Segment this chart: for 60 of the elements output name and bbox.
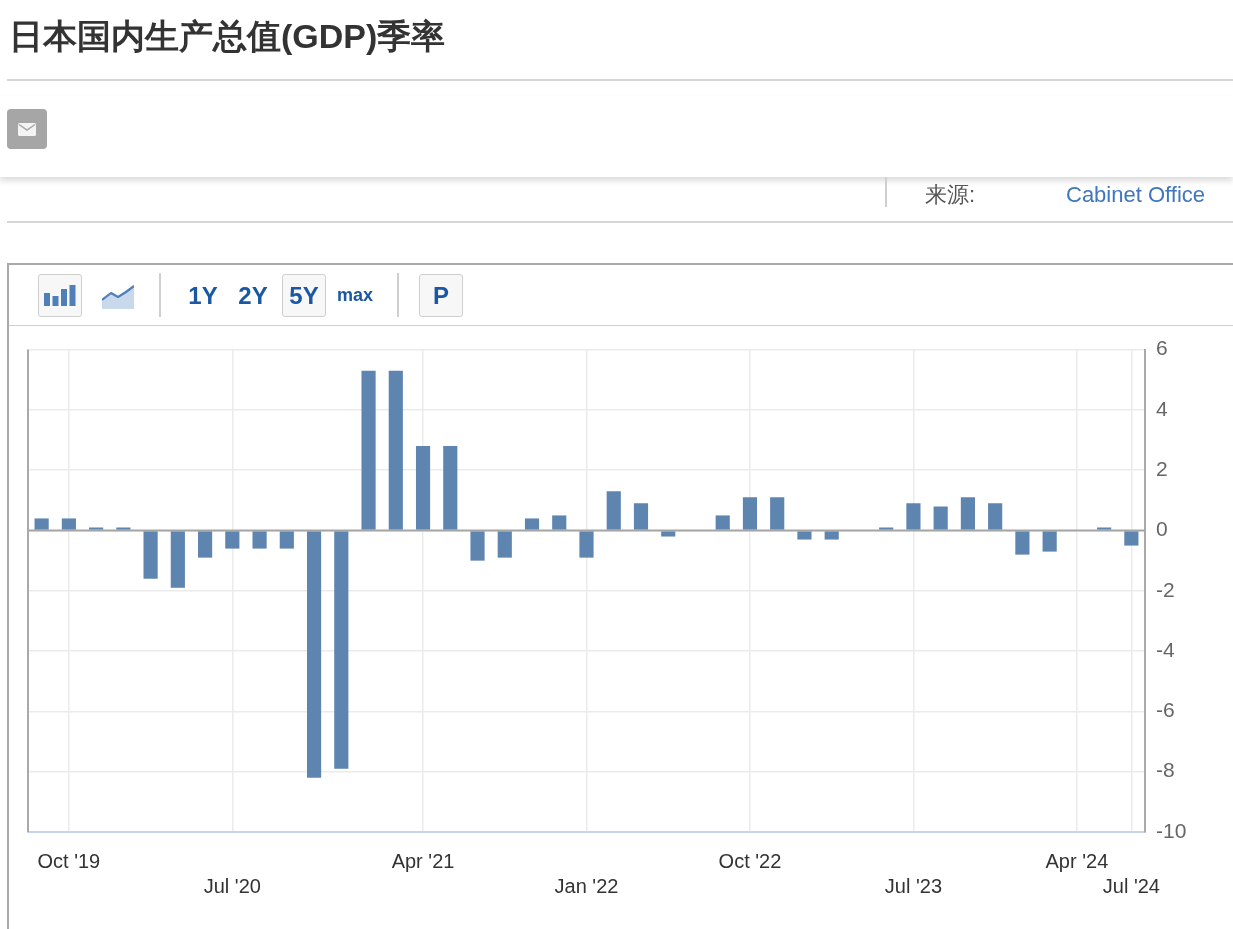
x-tick-label: Apr '21: [391, 850, 455, 873]
bar: [470, 531, 485, 561]
bar: [715, 515, 730, 530]
bar: [443, 446, 458, 530]
y-tick-label: -2: [1156, 577, 1175, 601]
bar: [198, 531, 213, 558]
bar: [606, 491, 621, 530]
bar: [116, 527, 131, 530]
x-tick-label: Jan '22: [554, 875, 619, 898]
bar: [61, 518, 76, 530]
bar: [879, 527, 894, 530]
bar: [1015, 531, 1030, 555]
source-note: 来源:: [925, 182, 976, 208]
bar: [279, 531, 294, 549]
x-tick-label: Jul '24: [1102, 875, 1160, 898]
x-tick-label: Jul '20: [203, 875, 261, 898]
bar: [1042, 531, 1057, 552]
bar: [524, 518, 540, 530]
y-tick-label: -6: [1156, 698, 1175, 722]
text: 2Y: [237, 281, 269, 311]
bar: [933, 506, 948, 530]
y-tick-label: 6: [1156, 336, 1168, 360]
bar: [960, 497, 975, 530]
x-tick-label: Oct '22: [718, 850, 782, 873]
bar: [252, 531, 267, 549]
x-tick-label: Oct '19: [37, 850, 101, 873]
text: Cabinet Office: [1066, 182, 1206, 208]
bar: [633, 503, 649, 530]
bar: [34, 518, 49, 530]
button: 5Y: [282, 274, 326, 317]
y-tick-label: -4: [1156, 637, 1175, 661]
bar: [89, 527, 104, 530]
x-tick-label: Jul '23: [884, 875, 943, 898]
button: P: [419, 274, 463, 317]
text: 1Y: [187, 281, 219, 311]
bar: [143, 531, 158, 579]
x-tick-label: Apr '24: [1045, 850, 1109, 873]
bar: [497, 531, 512, 558]
bar: [361, 370, 376, 530]
y-tick-label: 2: [1156, 457, 1168, 480]
bar: [552, 515, 567, 530]
bar: [306, 531, 322, 778]
bar: [906, 503, 921, 530]
y-tick-label: 0: [1156, 517, 1168, 541]
bar: [225, 531, 240, 549]
bar: [579, 531, 594, 558]
chart-title: 日本国内生产总值(GDP)季率: [9, 16, 446, 56]
bar: [415, 446, 431, 530]
bar: [388, 370, 403, 530]
bar: [742, 497, 758, 530]
bar: [1124, 531, 1139, 546]
bar: [334, 531, 349, 769]
text: max: [336, 284, 374, 307]
bar: [770, 497, 785, 530]
y-tick-label: -10: [1156, 818, 1187, 842]
bar: [1097, 527, 1112, 530]
bar: [988, 503, 1003, 530]
y-tick-label: 4: [1156, 396, 1168, 420]
bar: [170, 531, 185, 588]
y-tick-label: -8: [1156, 758, 1175, 782]
